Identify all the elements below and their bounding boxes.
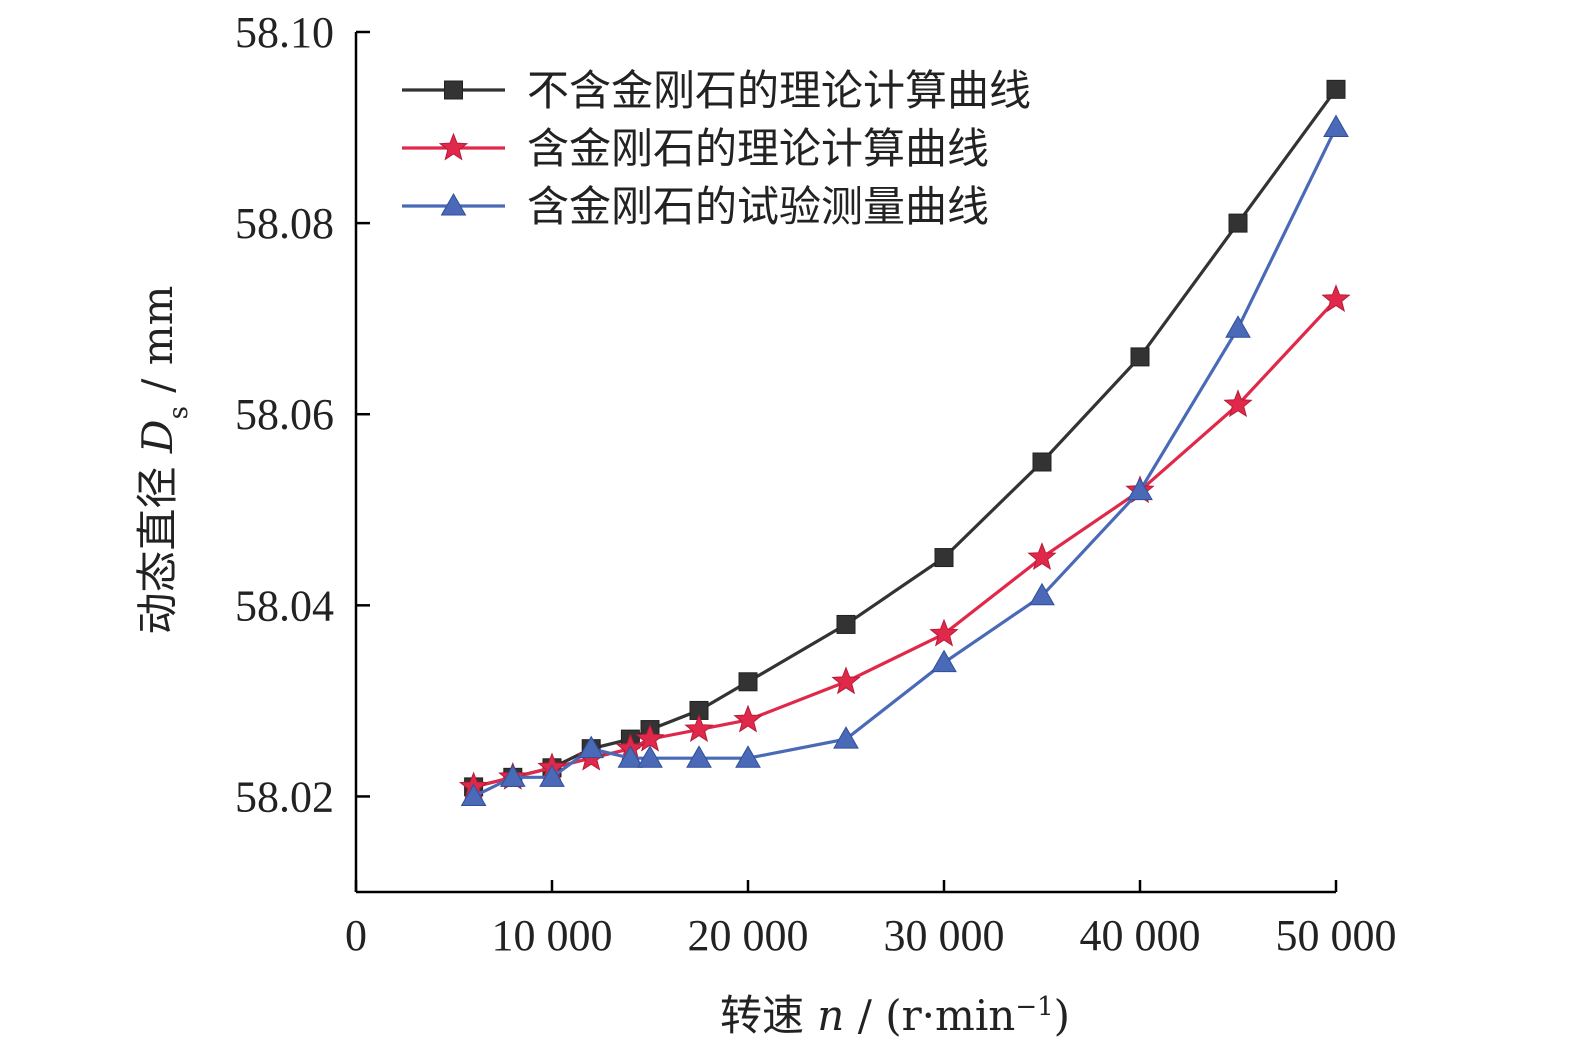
data-point-triangle bbox=[686, 745, 712, 768]
data-point-triangle bbox=[460, 783, 487, 806]
data-point-square bbox=[934, 548, 954, 568]
data-point-triangle bbox=[499, 764, 526, 787]
data-point-square bbox=[1032, 452, 1052, 472]
data-point-star bbox=[1321, 284, 1351, 313]
data-point-triangle bbox=[1323, 114, 1349, 138]
legend-label: 含金刚石的理论计算曲线 bbox=[527, 124, 989, 173]
x-tick-label: 20 000 bbox=[688, 911, 809, 960]
data-point-star bbox=[1223, 389, 1253, 418]
y-tick-label: 58.08 bbox=[235, 199, 334, 248]
x-axis-ticks: 0 10 000 20 000 30 000 40 000 50 000 bbox=[345, 880, 1397, 960]
data-point-square bbox=[1326, 79, 1346, 99]
legend-label: 不含金刚石的理论计算曲线 bbox=[527, 66, 1031, 115]
legend-item: 含金刚石的试验测量曲线 bbox=[402, 182, 989, 231]
y-axis-title: 动态直径 Ds / mm bbox=[133, 286, 194, 635]
data-point-triangle bbox=[1127, 477, 1153, 501]
data-point-triangle bbox=[735, 745, 761, 768]
y-tick-label: 58.06 bbox=[235, 390, 334, 439]
y-axis-ticks: 58.02 58.04 58.06 58.08 58.10 bbox=[235, 8, 370, 821]
x-tick-label: 40 000 bbox=[1080, 911, 1201, 960]
data-point-star bbox=[929, 618, 959, 647]
data-point-star bbox=[1027, 542, 1057, 571]
x-tick-label: 50 000 bbox=[1276, 911, 1397, 960]
legend-marker-triangle bbox=[440, 192, 467, 216]
data-point-triangle bbox=[617, 745, 644, 768]
data-point-triangle bbox=[539, 764, 565, 787]
x-tick-label: 0 bbox=[345, 911, 367, 960]
legend-marker-square bbox=[444, 80, 463, 100]
y-tick-label: 58.04 bbox=[235, 581, 334, 630]
legend-label: 含金刚石的试验测量曲线 bbox=[527, 182, 989, 231]
y-tick-label: 58.02 bbox=[235, 772, 334, 821]
legend-item: 不含金刚石的理论计算曲线 bbox=[402, 66, 1031, 115]
x-tick-label: 30 000 bbox=[884, 911, 1005, 960]
data-point-star bbox=[831, 666, 861, 695]
series-triangle bbox=[460, 114, 1349, 806]
data-point-square bbox=[1130, 347, 1150, 367]
data-point-triangle bbox=[1225, 315, 1251, 338]
series-line-triangle bbox=[472, 126, 1338, 798]
axes bbox=[354, 32, 1336, 894]
data-point-star bbox=[733, 704, 763, 733]
data-point-triangle bbox=[931, 649, 957, 673]
data-point-square bbox=[1228, 213, 1248, 233]
series-line-star bbox=[473, 298, 1338, 789]
x-axis-title: 转速 n / (r·min−1) bbox=[720, 991, 1070, 1040]
data-point-triangle bbox=[1029, 582, 1055, 606]
legend-marker-star bbox=[438, 132, 469, 161]
data-point-triangle bbox=[637, 745, 663, 768]
x-tick-label: 10 000 bbox=[492, 911, 613, 960]
data-point-square bbox=[738, 672, 758, 692]
legend-item: 含金刚石的理论计算曲线 bbox=[402, 124, 989, 173]
data-point-star bbox=[684, 714, 714, 743]
data-point-star bbox=[635, 723, 665, 752]
data-point-triangle bbox=[833, 726, 859, 749]
data-point-square bbox=[836, 614, 856, 634]
plot-area bbox=[458, 79, 1351, 806]
y-tick-label: 58.10 bbox=[235, 8, 334, 57]
data-point-triangle bbox=[578, 735, 605, 759]
